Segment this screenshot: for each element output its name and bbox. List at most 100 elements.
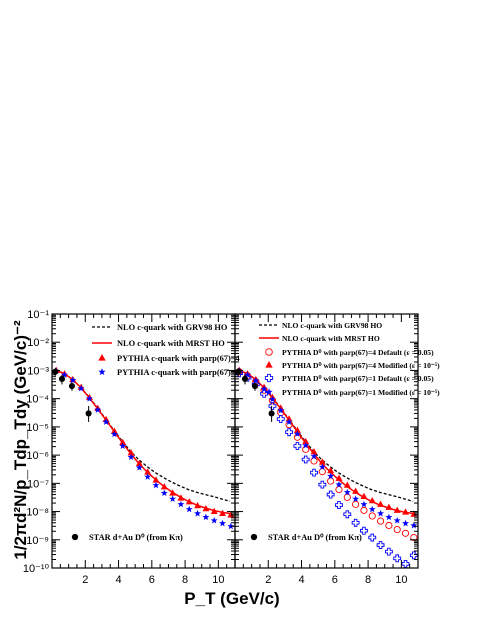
right-star-point — [377, 509, 385, 517]
right-x-tick-label: 10 — [395, 574, 407, 586]
right-legend-marker — [265, 348, 273, 356]
right-open-circle-point — [385, 521, 393, 530]
left-legend-star-data: STAR d+Au D⁰ (from Kπ) — [71, 533, 183, 542]
right-star-point — [277, 406, 285, 414]
right-open-cross-point — [301, 455, 310, 464]
right-open-cross-point — [335, 501, 343, 509]
right-open-cross-point — [351, 518, 360, 527]
left-star-point — [77, 384, 85, 392]
right-star-point — [310, 452, 318, 460]
right-open-cross-point — [376, 541, 385, 549]
right-open-cross-point — [384, 547, 393, 556]
left-legend2-marker — [71, 533, 79, 541]
right-open-circle-point — [401, 529, 410, 537]
left-triangle-point — [152, 476, 160, 483]
left-triangle-point — [202, 505, 210, 512]
right-open-cross-point — [393, 554, 402, 563]
left-star-point — [227, 522, 235, 530]
right-triangle-point — [327, 466, 335, 474]
left-legend-entry: PYTHIA c-quark with parp(67)=4 — [98, 353, 241, 363]
right-legend-label: NLO c-quark with GRV98 HO — [282, 321, 382, 330]
left-legend-entry: NLO c-quark with GRV98 HO — [92, 323, 228, 332]
left-triangle-point — [177, 494, 185, 501]
right-triangle-point — [385, 503, 393, 510]
right-open-cross-point — [326, 490, 335, 499]
y-tick-label: 10⁻⁵ — [26, 422, 49, 434]
left-star-point — [110, 430, 118, 438]
left-x-tick-label: 4 — [115, 574, 121, 586]
right-open-circle-point — [335, 486, 343, 494]
right-triangle-point — [318, 458, 326, 465]
left-x-tick-label: 2 — [82, 574, 88, 586]
right-open-cross-point — [368, 533, 377, 542]
right-triangle-point — [368, 497, 376, 504]
left-star-point — [185, 505, 193, 513]
right-triangle-point — [343, 481, 351, 488]
right-open-circle-point — [343, 493, 351, 501]
left-star-point — [194, 509, 202, 517]
left-triangle-point — [210, 507, 218, 515]
left-circle-point — [58, 375, 66, 383]
right-star-point — [335, 480, 343, 488]
right-circle-point — [268, 410, 275, 417]
right-star-point — [360, 500, 368, 508]
right-legend-entry: PYTHIA D⁰ with parp(67)=4 Default (ε = 0… — [265, 348, 434, 357]
y-tick-label: 10⁻⁶ — [26, 450, 49, 462]
left-triangle-point — [135, 459, 143, 467]
left-star-point — [160, 489, 168, 497]
right-star-point — [410, 521, 418, 529]
left-legend-marker — [98, 368, 106, 376]
left-star-point — [94, 406, 102, 413]
right-circle-series — [235, 368, 275, 422]
right-star-point — [327, 472, 335, 480]
right-legend-label: PYTHIA D⁰ with parp(67)=4 Default (ε = 0… — [282, 348, 434, 357]
right-star-point — [393, 516, 401, 524]
left-legend2-label: STAR d+Au D⁰ (from Kπ) — [89, 533, 183, 542]
right-star-point — [318, 463, 326, 470]
right-x-tick-label: 4 — [298, 574, 304, 586]
right-triangle-point — [393, 506, 401, 513]
left-legend-label: PYTHIA c-quark with parp(67)=1 — [117, 368, 240, 377]
left-star-point — [169, 495, 177, 502]
right-triangle-point — [410, 510, 418, 517]
left-x-tick-label: 6 — [149, 574, 155, 586]
right-star-point — [268, 395, 276, 403]
right-open-circle-point — [410, 533, 418, 542]
right-open-cross-point — [310, 468, 318, 477]
left-star-point — [144, 473, 152, 480]
right-triangle-point — [335, 474, 343, 481]
left-star-point — [177, 500, 185, 508]
right-legend-marker — [265, 360, 273, 368]
right-x-tick-label: 2 — [265, 574, 271, 586]
left-solid-curve — [55, 369, 231, 515]
left-x-tick-label: 8 — [182, 574, 188, 586]
left-triangle-point — [219, 509, 226, 517]
right-open-cross-point — [343, 510, 352, 519]
right-legend-label: PYTHIA D⁰ with parp(67)=1 Modified (ε = … — [282, 388, 440, 397]
right-open-cross-point — [360, 526, 368, 535]
right-star-point — [368, 505, 376, 513]
y-tick-label: 10⁻¹ — [27, 309, 49, 321]
right-open-cross-series — [235, 369, 418, 568]
left-legend-entry: PYTHIA c-quark with parp(67)=1 — [98, 368, 240, 377]
right-open-circle-point — [393, 525, 401, 534]
right-open-circle-point — [368, 512, 376, 520]
left-triangle-point — [194, 501, 202, 509]
right-circle-point — [251, 382, 259, 390]
right-triangle-point — [360, 492, 368, 500]
left-legend-marker — [98, 353, 106, 361]
right-open-circle-point — [327, 477, 335, 485]
right-x-tick-label: 6 — [332, 574, 338, 586]
right-star-point — [352, 495, 360, 502]
right-open-cross-point — [268, 402, 277, 410]
left-circle-series — [52, 368, 92, 422]
left-legend-label: NLO c-quark with GRV98 HO — [117, 323, 228, 332]
right-star-point — [244, 371, 251, 378]
right-star-series — [235, 367, 418, 529]
right-legend-entry: PYTHIA D⁰ with parp(67)=1 Modified (ε = … — [265, 388, 440, 397]
right-open-circle-point — [376, 517, 385, 525]
x-axis-title: P_T (GeV/c) — [184, 589, 279, 608]
left-legend-label: PYTHIA c-quark with parp(67)=4 — [117, 354, 241, 363]
y-tick-label: 10⁻⁴ — [26, 394, 49, 406]
